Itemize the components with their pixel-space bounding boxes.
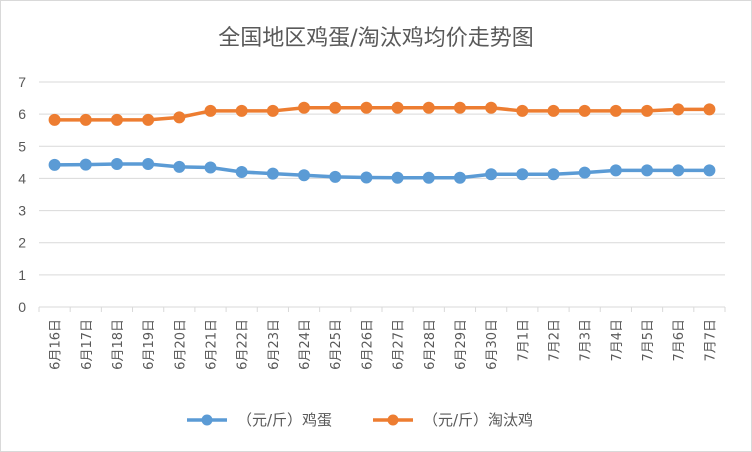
data-point [641, 164, 654, 177]
series-line-1 [52, 105, 712, 122]
data-point [516, 104, 529, 117]
data-point [516, 168, 529, 181]
x-tick-label: 7月2日 [548, 319, 563, 362]
data-point [391, 171, 404, 184]
data-point [142, 157, 155, 170]
series-line-0 [52, 162, 712, 180]
data-point [298, 169, 311, 182]
legend-swatch-marker [387, 414, 399, 426]
x-tick-label: 6月22日 [236, 319, 251, 370]
x-tick-label: 6月25日 [329, 319, 344, 370]
legend-label: （元/斤）鸡蛋 [237, 411, 332, 429]
x-tick-label: 7月1日 [516, 319, 531, 362]
x-tick-label: 6月28日 [423, 319, 438, 370]
data-point [453, 101, 466, 114]
x-tick-label: 7月5日 [641, 319, 656, 362]
data-point [266, 104, 279, 117]
data-point [672, 164, 685, 177]
grid-lines [39, 81, 725, 308]
x-tick-label: 7月6日 [672, 319, 687, 362]
data-point [672, 103, 685, 116]
series-group [48, 101, 716, 184]
y-tick-label: 0 [18, 299, 26, 315]
data-point [547, 104, 560, 117]
data-point [48, 158, 61, 171]
data-point [110, 157, 123, 170]
data-point [110, 113, 123, 126]
x-tick-label: 6月29日 [454, 319, 469, 370]
x-tick-label: 7月7日 [703, 319, 718, 362]
data-point [79, 158, 92, 171]
x-tick-label: 6月17日 [80, 319, 95, 370]
x-tick-label: 6月18日 [111, 319, 126, 370]
x-tick-label: 6月20日 [173, 319, 188, 370]
data-point [547, 168, 560, 181]
x-tick-label: 6月30日 [485, 319, 500, 370]
y-tick-label: 4 [18, 170, 26, 186]
data-point [173, 111, 186, 124]
data-point [298, 101, 311, 114]
data-point [173, 160, 186, 173]
data-point [360, 101, 373, 114]
x-tick-label: 6月21日 [205, 319, 220, 370]
data-point [703, 103, 716, 116]
legend[interactable]: （元/斤）鸡蛋 （元/斤）淘汰鸡 [187, 411, 533, 429]
data-point [48, 113, 61, 126]
data-point [142, 113, 155, 126]
data-point [329, 170, 342, 183]
x-tick-label: 6月27日 [392, 319, 407, 370]
data-point [266, 167, 279, 180]
x-tick-label: 6月19日 [142, 319, 157, 370]
data-point [485, 101, 498, 114]
x-tick-label: 6月23日 [267, 319, 282, 370]
y-axis-ticks: 0 1 2 3 4 5 6 7 [18, 74, 26, 315]
data-point [235, 104, 248, 117]
data-point [235, 166, 248, 178]
data-point [609, 104, 622, 117]
data-point [329, 101, 342, 114]
data-point [391, 101, 404, 114]
x-tick-label: 7月4日 [610, 319, 625, 362]
data-point [204, 161, 217, 174]
data-point [703, 164, 716, 177]
legend-label: （元/斤）淘汰鸡 [423, 411, 533, 429]
data-point [578, 166, 591, 179]
x-tick-label: 6月16日 [49, 319, 64, 370]
y-tick-label: 2 [18, 235, 26, 251]
y-tick-label: 3 [18, 203, 26, 219]
y-tick-label: 5 [18, 138, 26, 154]
data-point [422, 101, 435, 114]
data-point [79, 113, 92, 126]
chart-title: 全国地区鸡蛋/淘汰鸡均价走势图 [218, 26, 533, 51]
legend-swatch-marker [201, 414, 213, 426]
data-point [641, 104, 654, 117]
data-point [204, 104, 217, 117]
data-point [485, 168, 498, 181]
data-point [609, 164, 622, 177]
x-tick-label: 6月26日 [360, 319, 375, 370]
x-tick-label: 7月3日 [579, 319, 594, 362]
y-tick-label: 1 [18, 267, 26, 283]
y-tick-label: 7 [18, 74, 26, 90]
data-point [422, 171, 435, 184]
x-axis-ticks: 6月16日 6月17日 6月18日 6月19日 6月20日 6月21日 6月22日 6月23日… [38, 307, 726, 370]
data-point [453, 171, 466, 184]
x-tick-label: 6月24日 [298, 319, 313, 370]
y-tick-label: 6 [18, 106, 26, 122]
data-point [578, 104, 591, 117]
data-point [360, 171, 373, 184]
